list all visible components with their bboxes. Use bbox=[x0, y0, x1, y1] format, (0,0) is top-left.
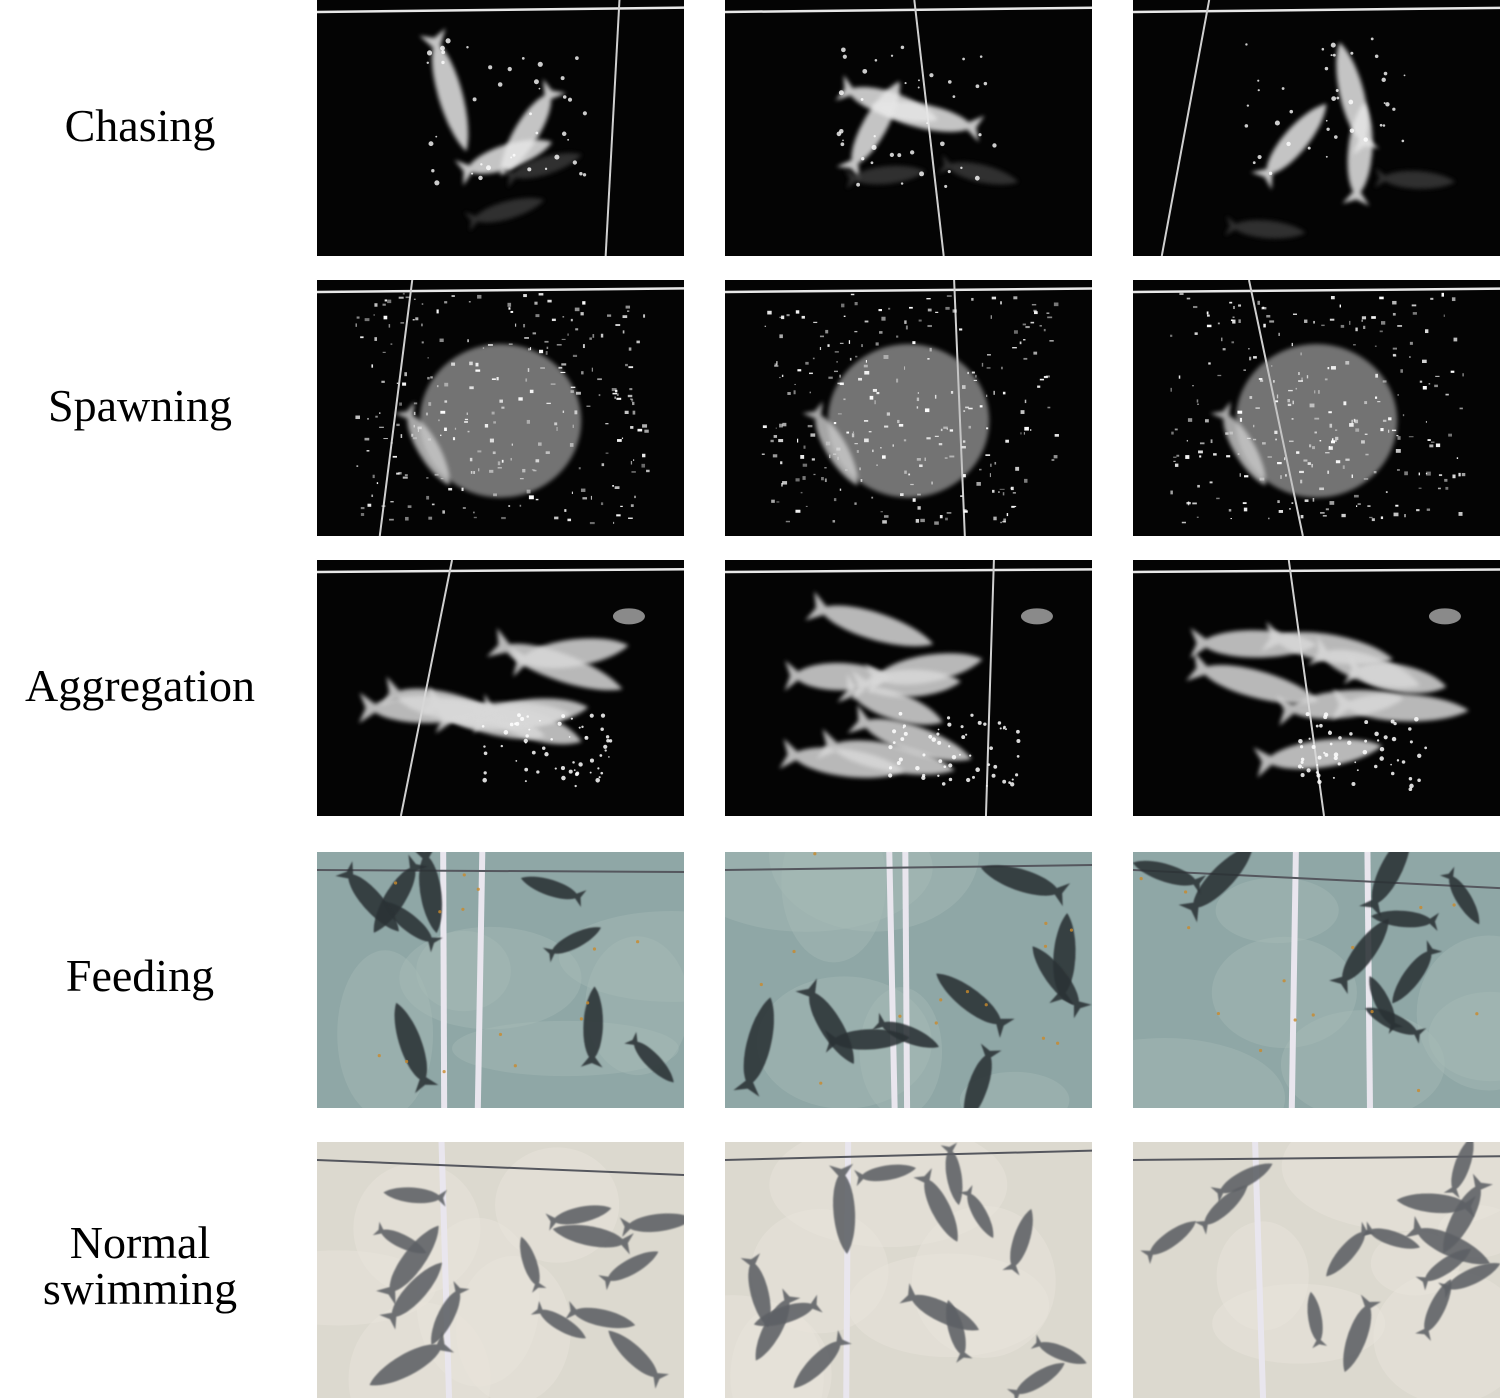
photo-normal-2-image bbox=[725, 1142, 1092, 1398]
photo-aggregation-1 bbox=[317, 560, 684, 816]
row-label-spawning: Spawning bbox=[0, 383, 280, 429]
row-label-line: Chasing bbox=[64, 100, 216, 151]
row-label-line: Feeding bbox=[65, 950, 215, 1001]
photo-aggregation-3-image bbox=[1133, 560, 1500, 816]
photo-spawning-3 bbox=[1133, 280, 1500, 536]
photo-spawning-3-image bbox=[1133, 280, 1500, 536]
photo-normal-2 bbox=[725, 1142, 1092, 1398]
photo-normal-1-image bbox=[317, 1142, 684, 1398]
row-label-normal: Normal swimming bbox=[0, 1220, 280, 1312]
row-label-line: swimming bbox=[42, 1263, 238, 1314]
photo-spawning-1-image bbox=[317, 280, 684, 536]
row-label-line: Spawning bbox=[48, 380, 232, 431]
photo-feeding-2 bbox=[725, 852, 1092, 1108]
photo-feeding-2-image bbox=[725, 852, 1092, 1108]
photo-feeding-3-image bbox=[1133, 852, 1500, 1108]
photo-chasing-3-image bbox=[1133, 0, 1500, 256]
row-label-line: Normal bbox=[69, 1217, 211, 1268]
photo-aggregation-1-image bbox=[317, 560, 684, 816]
photo-normal-3 bbox=[1133, 1142, 1500, 1398]
photo-spawning-2 bbox=[725, 280, 1092, 536]
row-label-aggregation: Aggregation bbox=[0, 663, 280, 709]
photo-feeding-1-image bbox=[317, 852, 684, 1108]
photo-chasing-1-image bbox=[317, 0, 684, 256]
photo-chasing-1 bbox=[317, 0, 684, 256]
photo-aggregation-3 bbox=[1133, 560, 1500, 816]
photo-aggregation-2 bbox=[725, 560, 1092, 816]
photo-spawning-2-image bbox=[725, 280, 1092, 536]
photo-chasing-2-image bbox=[725, 0, 1092, 256]
photo-normal-3-image bbox=[1133, 1142, 1500, 1398]
photo-normal-1 bbox=[317, 1142, 684, 1398]
row-label-chasing: Chasing bbox=[0, 103, 280, 149]
photo-spawning-1 bbox=[317, 280, 684, 536]
row-label-line: Aggregation bbox=[25, 660, 255, 711]
photo-feeding-3 bbox=[1133, 852, 1500, 1108]
photo-chasing-3 bbox=[1133, 0, 1500, 256]
photo-chasing-2 bbox=[725, 0, 1092, 256]
photo-aggregation-2-image bbox=[725, 560, 1092, 816]
row-label-feeding: Feeding bbox=[0, 953, 280, 999]
photo-feeding-1 bbox=[317, 852, 684, 1108]
